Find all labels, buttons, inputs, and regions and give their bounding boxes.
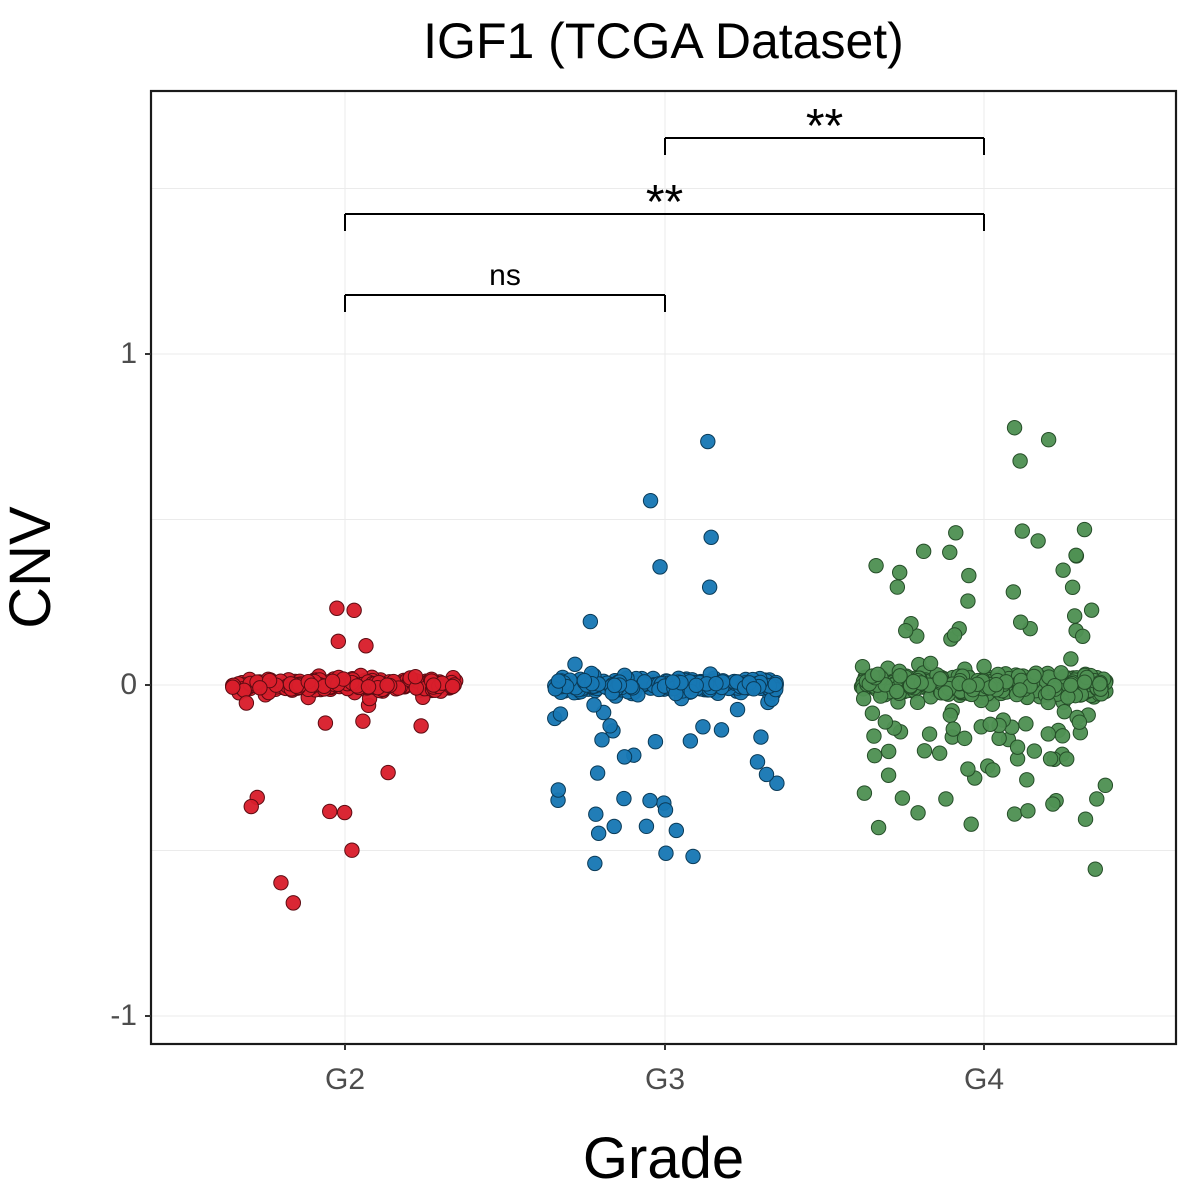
svg-text:G3: G3	[645, 1063, 685, 1096]
svg-text:G2: G2	[325, 1063, 365, 1096]
svg-text:**: **	[806, 100, 843, 153]
svg-text:0: 0	[120, 668, 137, 701]
svg-text:ns: ns	[489, 259, 521, 292]
svg-text:1: 1	[120, 337, 137, 370]
svg-text:CNV: CNV	[0, 506, 63, 629]
svg-text:G4: G4	[964, 1063, 1004, 1096]
svg-text:-1: -1	[110, 999, 137, 1032]
svg-text:Grade: Grade	[583, 1126, 744, 1191]
svg-text:**: **	[646, 176, 683, 229]
svg-text:IGF1 (TCGA Dataset): IGF1 (TCGA Dataset)	[423, 13, 904, 69]
